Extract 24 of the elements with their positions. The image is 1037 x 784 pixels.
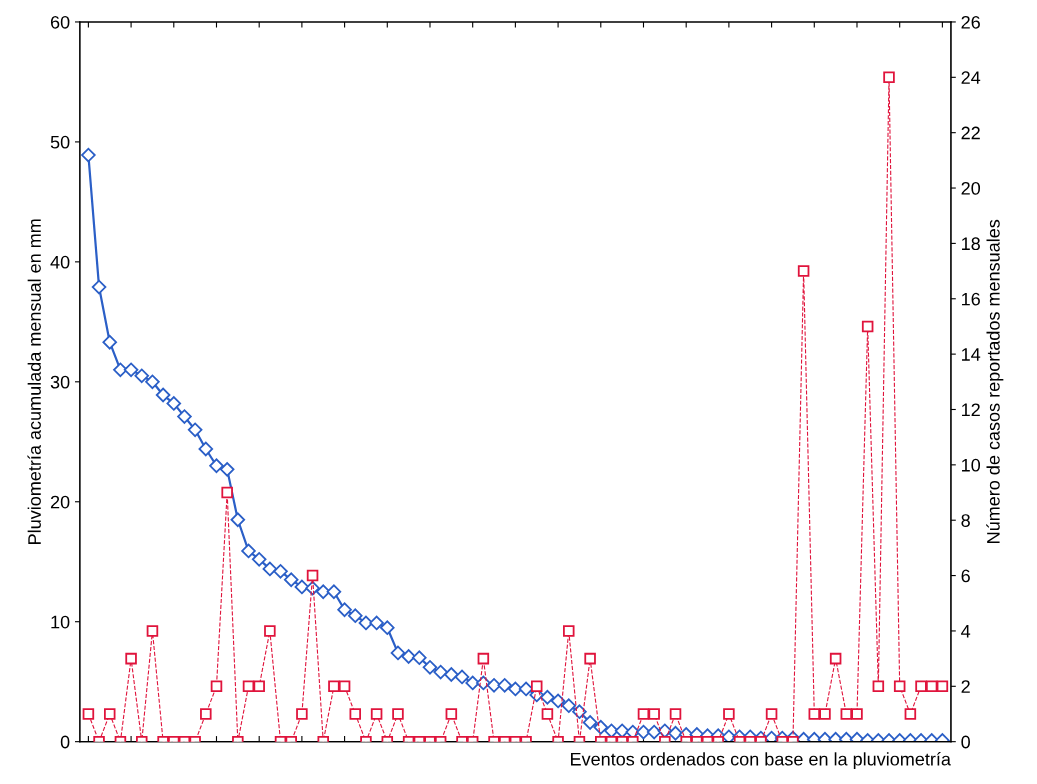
y-tick-label: 30 [50, 375, 70, 389]
y-tick-label: 40 [50, 255, 70, 269]
x-axis-title: Eventos ordenados con base en la pluviometría [571, 752, 951, 770]
y2-tick-label: 6 [961, 569, 970, 583]
y-tick-label: 0 [60, 735, 70, 749]
y2-tick-label: 24 [961, 71, 981, 84]
y2-tick-label: 14 [962, 348, 981, 361]
y-tick-label: 50 [50, 135, 70, 149]
y2-tick-label: 12 [962, 403, 980, 417]
y2-tick-label: 22 [961, 126, 980, 140]
y2-tick-label: 16 [962, 292, 980, 306]
y-tick-label: 20 [50, 495, 70, 509]
y2-tick-label: 10 [962, 458, 981, 472]
y2-axis-title: Número de casos reportados mensuales [986, 219, 1004, 543]
y-tick-label: 60 [50, 15, 70, 29]
y2-tick-label: 20 [961, 181, 981, 195]
y2-tick-label: 26 [961, 15, 980, 29]
y2-tick-label: 8 [961, 514, 970, 527]
y2-tick-label: 2 [961, 680, 970, 693]
y-axis-title: Pluviometría acumulada mensual en mm [27, 219, 41, 544]
y2-tick-label: 4 [961, 625, 971, 638]
y2-tick-label: 0 [961, 735, 970, 749]
y-tick-label: 10 [51, 615, 70, 629]
y2-tick-label: 18 [962, 237, 980, 251]
